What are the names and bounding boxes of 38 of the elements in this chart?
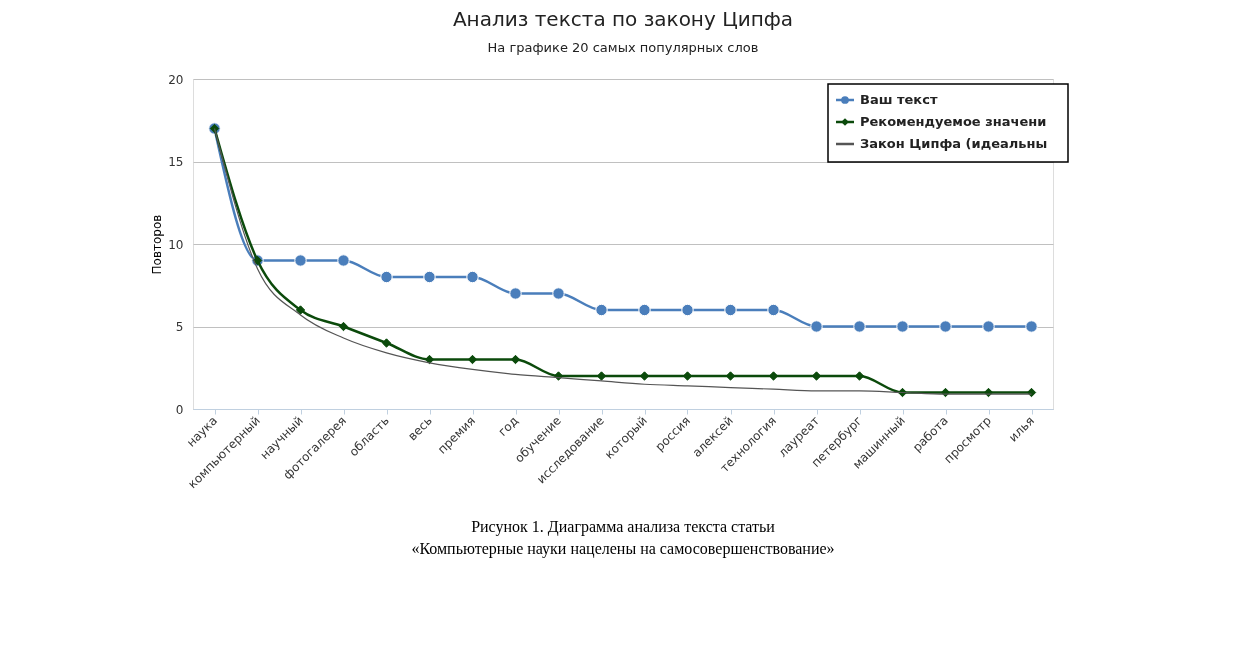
y-tick-label: 0 [175, 402, 184, 417]
text: «Компьютерные науки нацелены на самосовершенствование» [411, 540, 835, 558]
y-tick-label: 5 [175, 320, 184, 334]
point [424, 354, 435, 365]
point [510, 354, 521, 365]
point [509, 287, 522, 300]
point [380, 270, 393, 284]
point [552, 287, 565, 300]
y-axis-title: Повторов [150, 214, 165, 275]
point [1025, 320, 1038, 333]
point [295, 305, 306, 315]
legend-label: Рекомендуемое значени [860, 114, 1047, 129]
point [681, 303, 694, 317]
text: Рисунок 1. Диаграмма анализа текста статьи [471, 518, 776, 536]
point [423, 270, 436, 284]
point [294, 254, 307, 267]
point [595, 303, 608, 317]
point [338, 321, 349, 332]
point [853, 320, 866, 333]
point [638, 303, 651, 317]
legend-label: Закон Ципфа (идеальны [860, 136, 1048, 151]
point [982, 320, 995, 333]
point [810, 320, 823, 333]
legend-label: Ваш текст [860, 92, 938, 107]
point [466, 270, 479, 284]
point [381, 338, 392, 348]
point [1026, 387, 1037, 398]
y-tick-label: 10 [168, 237, 184, 252]
point [896, 320, 909, 333]
point [467, 354, 478, 365]
point [767, 303, 780, 317]
chart-title: Анализ текста по закону Ципфа [452, 7, 794, 31]
point [724, 303, 737, 317]
point [939, 320, 952, 333]
point [337, 254, 350, 267]
chart-subtitle: На графике 20 самых популярных слов [487, 40, 759, 55]
y-tick-label: 15 [168, 155, 184, 169]
y-tick-label: 20 [168, 72, 184, 87]
